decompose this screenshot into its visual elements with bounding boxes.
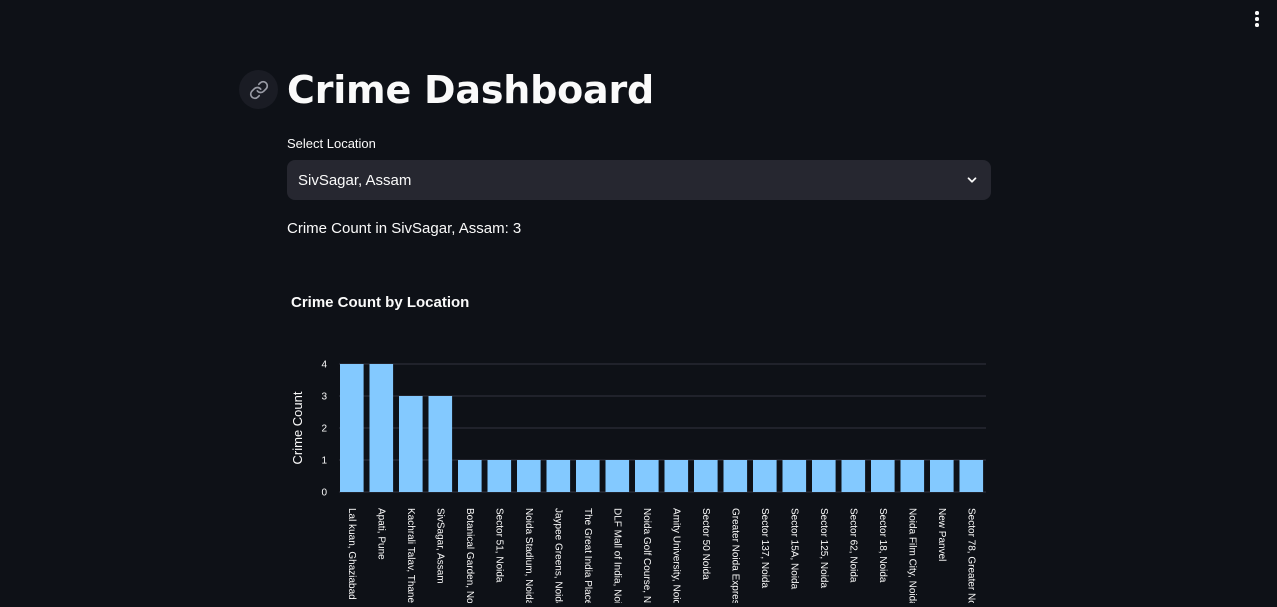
chart-bar [605, 460, 630, 492]
x-tick-label: Sector 50 Noida [700, 508, 711, 580]
chevron-down-icon[interactable] [965, 173, 979, 187]
x-tick-label: Sector 137, Noida [759, 508, 770, 588]
x-tick-label: Noida Stadium, Noida [523, 508, 534, 603]
chart-bar [664, 460, 689, 492]
x-tick-label: Apati, Pune [375, 508, 386, 560]
location-select-value: SivSagar, Assam [298, 171, 412, 189]
bar-chart-svg: Crime Count by Location 0 1 2 3 4 Crime Count… [290, 294, 986, 607]
x-tick-label: Botanical Garden, Noida [464, 508, 475, 603]
x-tick-label: Kachrali Talav, Thane [405, 508, 416, 603]
x-tick-label: New Panvel [936, 508, 947, 561]
chart-bar [399, 396, 423, 492]
chart-bar [369, 364, 394, 492]
y-tick-label: 1 [321, 456, 327, 467]
chart-bar [576, 460, 600, 492]
chart-bar [959, 460, 984, 492]
chart-bar [428, 396, 453, 492]
chart-bar [487, 460, 512, 492]
x-tick-label: Sector 125, Noida [818, 508, 829, 588]
chart-bar [458, 460, 482, 492]
link-icon[interactable] [239, 70, 278, 109]
chart-bar [546, 460, 571, 492]
crime-count-summary: Crime Count in SivSagar, Assam: 3 [287, 220, 522, 237]
chart-bar [930, 460, 954, 492]
x-tick-label: Sector 78, Greater Noida [965, 508, 976, 603]
x-tick-label: Greater Noida Expressway [729, 508, 740, 603]
x-tick-label: Noida Golf Course, Noida [641, 508, 652, 603]
chart-bar [340, 364, 364, 492]
chart-bar [782, 460, 807, 492]
location-select-label: Select Location [287, 136, 376, 151]
chart-bar [635, 460, 659, 492]
y-tick-label: 4 [321, 360, 327, 371]
chart-title: Crime Count by Location [291, 294, 469, 311]
main-menu-button[interactable] [1247, 9, 1267, 29]
menu-dot [1255, 11, 1259, 15]
x-tick-label: Sector 18, Noida [877, 508, 888, 583]
x-tick-label: SivSagar, Assam [434, 508, 445, 584]
y-tick-label: 0 [321, 488, 327, 499]
chart-bar [517, 460, 541, 492]
x-tick-label: Sector 62, Noida [847, 508, 858, 583]
menu-dot [1255, 23, 1259, 27]
location-select[interactable]: SivSagar, Assam [287, 160, 991, 200]
chart-bar [812, 460, 836, 492]
x-tick-label: The Great India Place, Noida [582, 508, 593, 603]
x-tick-label: DLF Mall of India, Noida [611, 508, 622, 603]
menu-dot [1255, 17, 1259, 21]
page-title: Crime Dashboard [287, 68, 654, 112]
x-tick-label: Jaypee Greens, Noida [552, 508, 563, 603]
x-tick-label: Noida Film City, Noida [906, 508, 917, 603]
x-tick-label: Sector 51, Noida [493, 508, 504, 583]
chart-bar [753, 460, 777, 492]
x-tick-label: Lal kuan, Ghaziabad [346, 508, 357, 600]
x-tick-label: Amity University, Noida [670, 508, 681, 603]
x-tick-label: Sector 15A, Noida [788, 508, 799, 590]
crime-count-chart: Crime Count by Location 0 1 2 3 4 Crime Count… [287, 285, 991, 607]
chart-bar [871, 460, 895, 492]
chart-bar [694, 460, 718, 492]
chart-bar [900, 460, 925, 492]
y-axis-label: Crime Count [290, 391, 305, 464]
y-tick-label: 2 [321, 424, 327, 435]
y-tick-label: 3 [321, 392, 327, 403]
chart-bar [723, 460, 748, 492]
chart-bar [841, 460, 866, 492]
